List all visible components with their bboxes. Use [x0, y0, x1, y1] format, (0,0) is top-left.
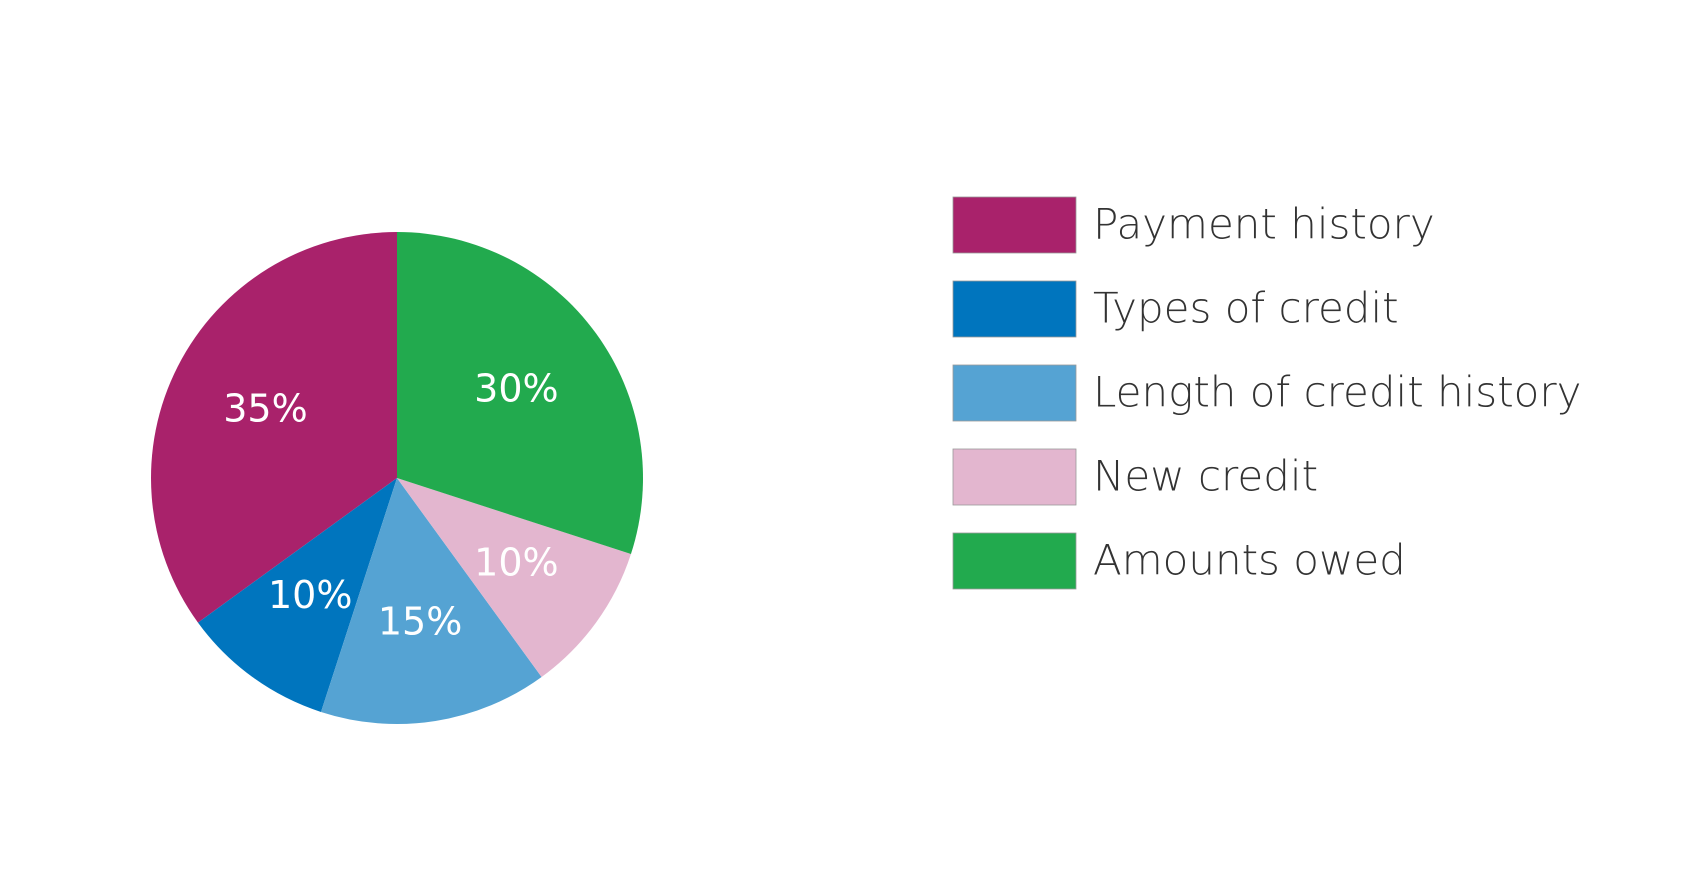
pie-slice [197, 478, 397, 712]
data-label: 30% [474, 367, 558, 411]
legend-label: Amounts owed [1093, 536, 1406, 585]
pie-slice [320, 478, 542, 724]
legend-swatch [952, 532, 1077, 590]
legend-swatch [952, 196, 1077, 254]
legend-label: Types of credit [1093, 284, 1399, 333]
data-label: 35% [223, 386, 307, 430]
legend-label: New credit [1093, 452, 1318, 501]
pie-slice [397, 478, 631, 678]
legend-label: Payment history [1093, 200, 1435, 249]
data-label: 15% [378, 599, 462, 643]
legend-swatch [952, 364, 1077, 422]
pie-slice [397, 231, 643, 555]
legend-swatch [952, 448, 1077, 506]
data-label: 10% [268, 573, 352, 617]
legend-label: Length of credit history [1093, 368, 1581, 417]
pie-slice [151, 232, 397, 623]
data-label: 10% [474, 540, 558, 584]
legend-swatch [952, 280, 1077, 338]
